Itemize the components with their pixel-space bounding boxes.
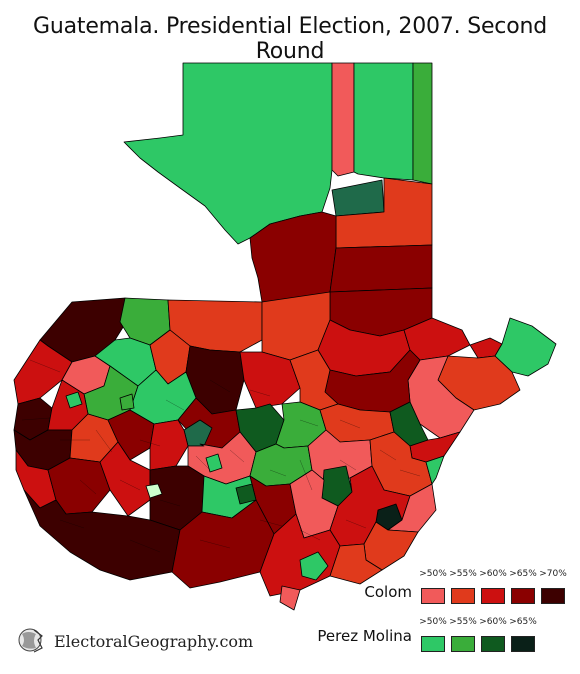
legend-colom-label: Colom — [364, 583, 412, 601]
legend-colom-tick-4: >65% — [509, 569, 537, 579]
region-solola — [149, 419, 189, 471]
region-peten-northeast — [353, 62, 414, 181]
legend-colom-swatch-2 — [451, 588, 475, 604]
globe-face-icon — [18, 628, 43, 653]
region-small-green-b — [235, 483, 257, 505]
legend-perez-ticks: >50% >55% >60% >65% — [0, 617, 580, 629]
legend-perez-swatch-3 — [481, 636, 505, 652]
legend-colom: >50% >55% >60% >65% >70% Colom — [0, 566, 580, 626]
region-small-green-c — [119, 393, 135, 411]
region-peten-east-strip — [412, 62, 433, 185]
region-chiquimula-east — [425, 455, 445, 485]
region-coast-far-east — [329, 543, 383, 585]
region-quiche-east — [239, 351, 301, 409]
legend-perez-label: Perez Molina — [317, 627, 412, 645]
region-peten-southeast — [329, 244, 433, 293]
region-coast-east-green — [299, 551, 329, 581]
legend-colom-tick-1: >50% — [419, 569, 447, 579]
region-small-green-d — [65, 391, 83, 409]
region-peten-west — [123, 62, 333, 245]
region-small-light-patch — [145, 483, 163, 499]
region-coast-west — [23, 489, 181, 581]
region-coast-pink-small — [279, 585, 301, 611]
legend-colom-swatch-5 — [541, 588, 565, 604]
legend-perez-tick-2: >55% — [449, 617, 477, 627]
legend-colom-tick-5: >70% — [539, 569, 567, 579]
legend-colom-ticks: >50% >55% >60% >65% >70% — [0, 569, 580, 581]
map-title: Guatemala. Presidential Election, 2007. … — [33, 14, 547, 64]
legend-colom-tick-3: >60% — [479, 569, 507, 579]
legend-perez-swatch-4 — [511, 636, 535, 652]
legend-colom-tick-2: >55% — [449, 569, 477, 579]
legend-perez-tick-1: >50% — [419, 617, 447, 627]
legend-colom-swatch-1 — [421, 588, 445, 604]
region-west-highland-a — [13, 339, 73, 405]
region-peten-center-dark — [331, 179, 385, 217]
legend-colom-swatch-3 — [481, 588, 505, 604]
legend-colom-swatch-4 — [511, 588, 535, 604]
legend-perez-tick-3: >60% — [479, 617, 507, 627]
legend-perez-swatch-1 — [421, 636, 445, 652]
region-small-green-a — [205, 453, 223, 473]
legend-perez-tick-4: >65% — [509, 617, 537, 627]
brand-text: ElectoralGeography.com — [54, 632, 254, 651]
region-suchitepequez — [99, 441, 151, 517]
municipal-lines-west — [21, 359, 421, 553]
legend-perez-swatch-2 — [451, 636, 475, 652]
region-peten-north-strip — [331, 62, 355, 177]
legend-perez-molina: >50% >55% >60% >65% Perez Molina — [0, 614, 580, 674]
